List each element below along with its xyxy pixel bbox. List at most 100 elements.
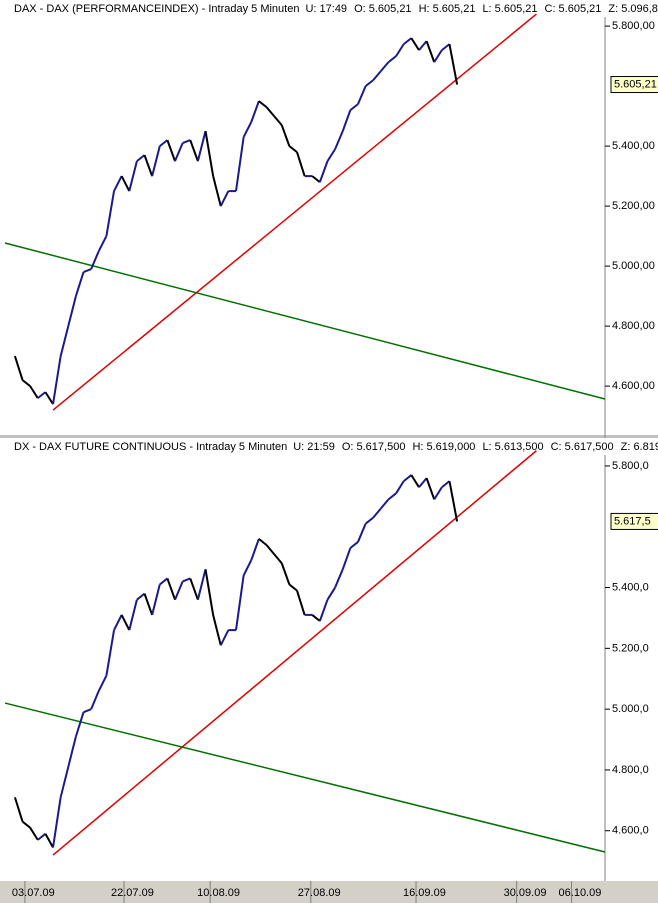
header-stat: C: 5.605,21 bbox=[545, 3, 602, 15]
price-segment bbox=[37, 391, 47, 399]
price-segment bbox=[403, 474, 412, 482]
price-segment bbox=[128, 599, 138, 631]
price-segment bbox=[67, 736, 77, 768]
panel-title: DAX - DAX (PERFORMANCEINDEX) - Intraday … bbox=[14, 3, 299, 15]
price-segment bbox=[250, 538, 260, 561]
price-segment bbox=[59, 766, 70, 798]
price-segment bbox=[341, 109, 352, 132]
price-segment bbox=[105, 190, 116, 237]
price-segment bbox=[189, 139, 199, 162]
x-tick-label: 16.09.09 bbox=[403, 887, 446, 899]
price-segment bbox=[410, 474, 420, 488]
price-segment bbox=[425, 40, 436, 63]
price-segment bbox=[159, 577, 169, 586]
y-tick-label: 4.600,0 bbox=[612, 825, 649, 837]
price-segment bbox=[258, 538, 268, 546]
price-segment bbox=[219, 190, 230, 207]
price-segment bbox=[44, 833, 54, 848]
header-stat: C: 5.617,500 bbox=[551, 441, 614, 453]
y-tick-label: 4.800,0 bbox=[612, 764, 649, 776]
header-stat: L: 5.613,500 bbox=[482, 441, 543, 453]
price-segment bbox=[364, 79, 374, 87]
price-segment bbox=[29, 385, 39, 399]
price-segment bbox=[196, 569, 207, 600]
header-stat: O: 5.617,500 bbox=[342, 441, 406, 453]
price-segment bbox=[311, 175, 321, 183]
price-segment bbox=[83, 268, 92, 274]
last-price-box bbox=[610, 76, 658, 94]
price-segment bbox=[52, 355, 62, 405]
panel-divider bbox=[0, 435, 658, 438]
price-segment bbox=[242, 559, 253, 576]
price-segment bbox=[296, 590, 306, 616]
y-tick-label: 5.400,0 bbox=[612, 581, 649, 593]
price-segment bbox=[433, 49, 443, 63]
price-segment bbox=[113, 175, 123, 192]
price-segment bbox=[448, 480, 459, 522]
x-tick-label: 30.09.09 bbox=[504, 887, 547, 899]
y-tick-label: 4.600,00 bbox=[612, 380, 655, 392]
last-price-box bbox=[610, 512, 658, 530]
price-segment bbox=[341, 547, 352, 570]
price-segment bbox=[242, 121, 253, 138]
price-segment bbox=[204, 130, 215, 177]
x-axis-bar bbox=[0, 881, 658, 903]
price-segment bbox=[21, 820, 31, 829]
header-stat: H: 5.619,000 bbox=[412, 441, 475, 453]
price-segment bbox=[380, 498, 390, 510]
price-segment bbox=[250, 100, 260, 123]
price-segment bbox=[204, 569, 215, 616]
price-segment bbox=[182, 139, 191, 145]
price-segment bbox=[387, 55, 397, 63]
price-segment bbox=[21, 379, 31, 387]
header-bar bbox=[0, 438, 658, 455]
price-segment bbox=[441, 480, 451, 489]
x-tick-label: 03.07.09 bbox=[12, 887, 55, 899]
price-segment bbox=[418, 40, 428, 51]
header-stat: L: 5.605,21 bbox=[482, 3, 537, 15]
panel-title: DX - DAX FUTURE CONTINUOUS - Intraday 5 … bbox=[14, 441, 287, 453]
price-segment bbox=[433, 486, 443, 500]
header-stat: Z: 6.819 bbox=[621, 441, 658, 453]
price-segment bbox=[372, 507, 382, 519]
x-tick-label: 06.10.09 bbox=[559, 887, 602, 899]
x-tick-label: 22.07.09 bbox=[111, 887, 154, 899]
price-segment bbox=[441, 43, 451, 51]
trend-line bbox=[4, 242, 606, 400]
header-stat: O: 5.605,21 bbox=[354, 3, 412, 15]
price-segment bbox=[120, 175, 131, 192]
price-segment bbox=[143, 593, 154, 616]
price-segment bbox=[59, 325, 70, 357]
price-segment bbox=[410, 37, 420, 51]
price-segment bbox=[44, 391, 54, 405]
x-tick-label: 10.08.09 bbox=[197, 887, 240, 899]
price-segment bbox=[273, 553, 283, 564]
y-tick-label: 4.800,00 bbox=[612, 320, 655, 332]
price-segment bbox=[334, 568, 344, 588]
price-segment bbox=[425, 477, 436, 500]
price-segment bbox=[212, 614, 222, 646]
price-segment bbox=[189, 578, 199, 601]
trend-line bbox=[4, 702, 606, 853]
price-segment bbox=[136, 154, 146, 162]
price-segment bbox=[395, 43, 405, 57]
price-segment bbox=[349, 103, 359, 111]
price-segment bbox=[174, 581, 184, 601]
y-tick-label: 5.800,0 bbox=[612, 460, 649, 472]
price-segment bbox=[288, 145, 298, 153]
y-tick-label: 5.200,00 bbox=[612, 200, 655, 212]
price-segment bbox=[151, 584, 161, 616]
price-segment bbox=[159, 139, 169, 147]
price-segment bbox=[349, 541, 359, 549]
price-segment bbox=[364, 516, 374, 525]
price-segment bbox=[265, 106, 275, 117]
price-segment bbox=[235, 136, 245, 192]
price-segment bbox=[357, 85, 367, 105]
price-segment bbox=[395, 480, 405, 494]
price-segment bbox=[166, 139, 176, 162]
price-segment bbox=[67, 295, 77, 327]
y-tick-label: 5.000,0 bbox=[612, 703, 649, 715]
price-segment bbox=[13, 355, 24, 381]
price-segment bbox=[97, 675, 108, 692]
price-segment bbox=[326, 587, 336, 601]
